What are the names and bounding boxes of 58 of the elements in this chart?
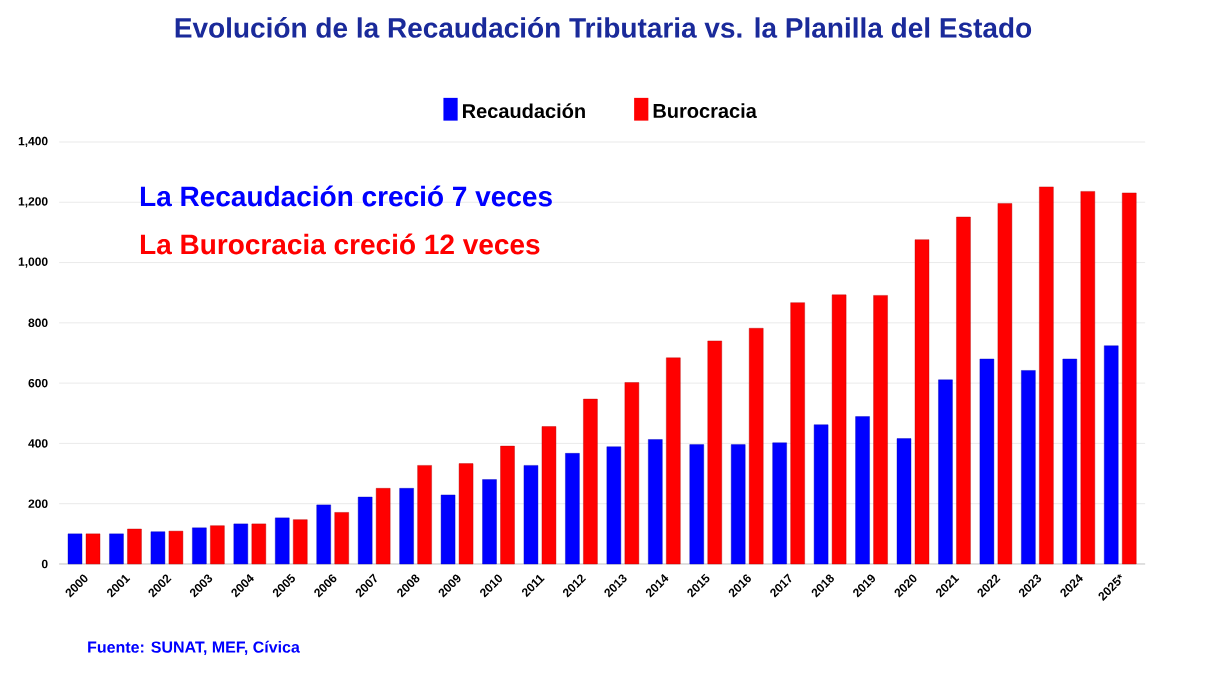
bar: [399, 488, 414, 565]
bar: [192, 527, 207, 565]
bar: [938, 379, 953, 565]
bar: [458, 463, 474, 565]
bar: [334, 512, 349, 565]
legend-label: Recaudación: [463, 103, 585, 119]
bar: [210, 525, 225, 565]
bar: [357, 496, 373, 565]
bar: [749, 328, 764, 565]
bar: [251, 523, 267, 565]
annotation: La Burocracia creció 12 veces: [140, 233, 540, 255]
bar: [648, 439, 663, 565]
bar: [109, 533, 124, 565]
bar: [417, 465, 432, 565]
bar: [233, 523, 249, 565]
bar: [689, 444, 704, 565]
bar: [583, 398, 598, 565]
bar: [67, 533, 83, 565]
bar: [1080, 191, 1095, 565]
chart-title: Evolución de la Recaudación Tributaria vs. la Planilla del Estado: [175, 17, 1032, 38]
source-note: Fuente: SUNAT, MEF, Cívica: [88, 640, 300, 656]
bar: [896, 438, 912, 565]
bar: [997, 203, 1013, 565]
bar: [275, 517, 290, 565]
annotation: La Recaudación creció 7 veces: [140, 185, 552, 207]
bar: [790, 302, 805, 565]
bar: [127, 528, 142, 565]
bar: [440, 494, 456, 565]
bar: [1062, 358, 1077, 565]
bar: [707, 340, 722, 565]
bar: [293, 519, 308, 565]
bar: [541, 426, 557, 565]
bar: [316, 504, 331, 565]
bar: [606, 446, 622, 565]
bar: [731, 444, 746, 565]
bar: [565, 453, 580, 565]
bar: [979, 358, 995, 565]
bar: [150, 531, 166, 565]
bar: [375, 488, 391, 565]
bar: [831, 294, 847, 565]
bar: [666, 357, 681, 565]
bar: [482, 479, 497, 565]
bar: [855, 416, 870, 565]
bar: [500, 445, 515, 565]
bar: [914, 239, 930, 565]
bar: [873, 295, 888, 565]
bar: [1021, 370, 1036, 565]
bar: [523, 465, 539, 565]
bar: [1122, 192, 1137, 565]
bar: [956, 216, 971, 565]
bar: [1039, 186, 1054, 565]
legend-label: Burocracia: [653, 103, 757, 119]
bar: [1104, 345, 1119, 565]
bar: [772, 442, 787, 565]
bar: [168, 530, 184, 565]
bar: [85, 533, 101, 565]
bar: [813, 424, 829, 565]
bar: [624, 382, 640, 565]
